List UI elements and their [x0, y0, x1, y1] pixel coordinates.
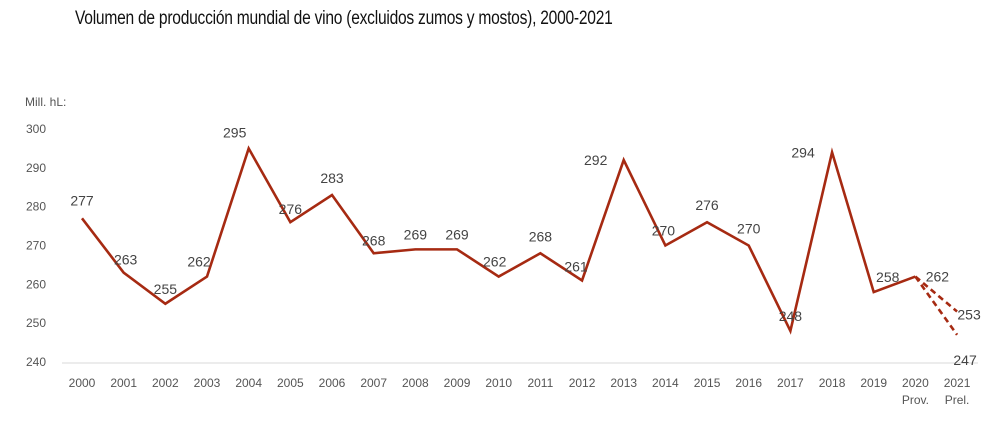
- x-tick-label: 2001: [110, 376, 137, 390]
- x-tick-label: 2009: [444, 376, 471, 390]
- x-tick-sublabel: Prel.: [945, 393, 970, 407]
- data-label: 261: [564, 258, 588, 274]
- y-tick-label: 260: [26, 277, 46, 291]
- series-line-dashed: [914, 275, 958, 313]
- chart-title: Volumen de producción mundial de vino (e…: [75, 8, 613, 29]
- data-label: 253: [957, 307, 981, 323]
- x-tick-label: 2004: [235, 376, 262, 390]
- x-tick-label: 2019: [860, 376, 887, 390]
- data-label: 262: [483, 254, 507, 270]
- x-tick-label: 2006: [319, 376, 346, 390]
- y-tick-label: 300: [26, 122, 46, 136]
- y-tick-label: 250: [26, 316, 46, 330]
- x-tick-label: 2002: [152, 376, 179, 390]
- x-tick-label: 2003: [194, 376, 221, 390]
- data-label: 276: [695, 197, 719, 213]
- x-tick-label: 2012: [569, 376, 596, 390]
- x-tick-label: 2005: [277, 376, 304, 390]
- x-tick-label: 2016: [735, 376, 762, 390]
- y-tick-label: 240: [26, 355, 46, 369]
- series-line: [80, 145, 916, 335]
- x-tick-label: 2015: [694, 376, 721, 390]
- x-tick-label: 2000: [69, 376, 96, 390]
- x-tick-label: 2010: [485, 376, 512, 390]
- data-label: 268: [529, 228, 553, 244]
- data-label: 283: [320, 170, 344, 186]
- data-label: 295: [223, 124, 247, 140]
- data-label: 248: [779, 308, 803, 324]
- data-label: 276: [279, 201, 303, 217]
- x-tick-label: 2014: [652, 376, 679, 390]
- y-tick-label: 270: [26, 239, 46, 253]
- x-tick-sublabel: Prov.: [902, 393, 929, 407]
- data-label: 255: [154, 281, 178, 297]
- data-label: 294: [791, 144, 815, 160]
- x-tick-label: 2007: [360, 376, 387, 390]
- series-line-dashed: [914, 275, 959, 336]
- data-label: 277: [70, 192, 94, 208]
- data-label: 258: [876, 269, 900, 285]
- data-label: 270: [737, 221, 761, 237]
- data-label: 268: [362, 232, 386, 248]
- data-label: 262: [926, 269, 950, 285]
- x-tick-label: 2013: [610, 376, 637, 390]
- y-axis-unit-label: Mill. hL:: [25, 95, 66, 109]
- y-tick-label: 290: [26, 161, 46, 175]
- x-tick-label: 2018: [819, 376, 846, 390]
- x-tick-label: 2021: [944, 376, 971, 390]
- data-label: 292: [584, 152, 608, 168]
- x-tick-label: 2020: [902, 376, 929, 390]
- x-tick-label: 2017: [777, 376, 804, 390]
- data-label: 270: [652, 223, 676, 239]
- data-label: 247: [953, 352, 977, 368]
- y-tick-label: 280: [26, 200, 46, 214]
- data-label: 263: [114, 252, 138, 268]
- data-label: 269: [404, 226, 428, 242]
- data-label: 262: [187, 254, 211, 270]
- x-tick-label: 2011: [527, 376, 553, 390]
- x-tick-label: 2008: [402, 376, 429, 390]
- data-label: 269: [445, 226, 469, 242]
